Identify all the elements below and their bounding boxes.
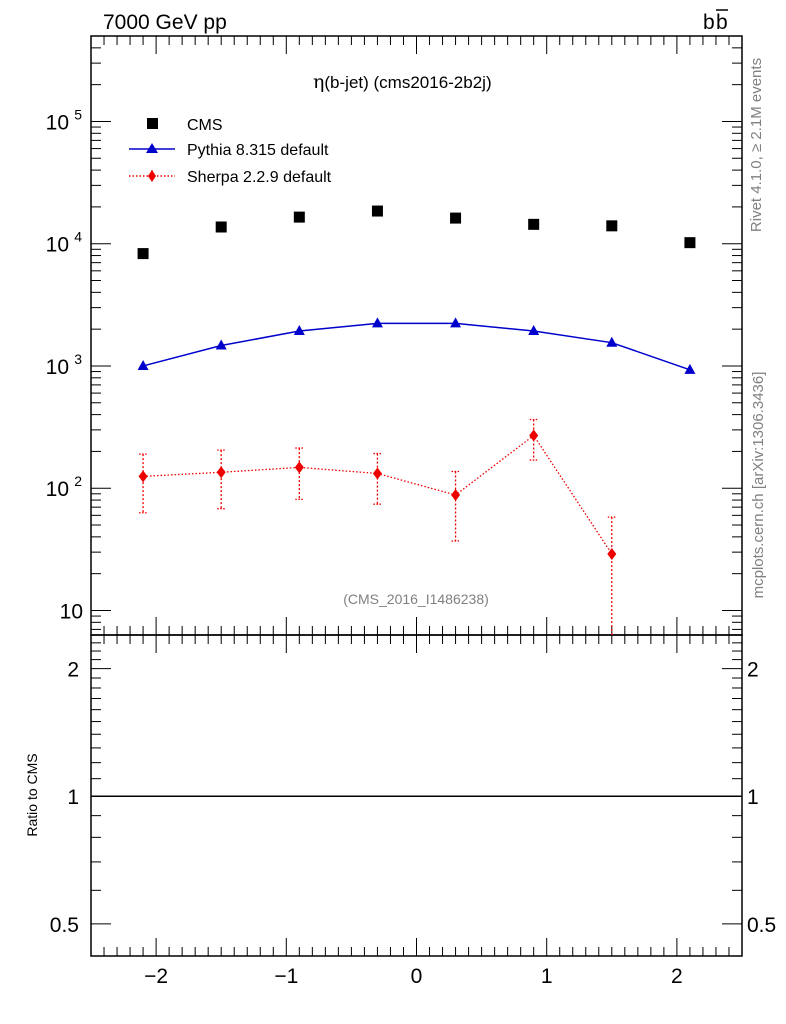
pythia-point	[450, 317, 462, 328]
cms-point	[137, 248, 149, 260]
analysis-id-label: (CMS_2016_I1486238)	[343, 591, 489, 607]
ratio-y-tick-label-left: 0.5	[50, 914, 79, 937]
main-axis-ticks	[90, 35, 743, 635]
plot-title-text: (b-jet) (cms2016-2b2j)	[324, 73, 491, 92]
sherpa-point	[216, 466, 226, 479]
x-tick-label: −1	[274, 965, 298, 988]
legend-sherpa-marker	[148, 170, 156, 182]
y-tick-label: 10	[60, 600, 83, 623]
pythia-point	[606, 336, 618, 347]
pythia-line	[142, 322, 691, 371]
legend: CMS Pythia 8.315 default Sherpa 2.2.9 de…	[129, 117, 332, 186]
cms-point	[215, 221, 227, 233]
pythia-point	[528, 325, 540, 336]
x-tick-labels: −2 −1 0 1 2	[144, 965, 683, 988]
ratio-y-tick-label-right: 2	[747, 659, 759, 682]
pythia-point	[137, 359, 149, 370]
legend-pythia-label: Pythia 8.315 default	[187, 142, 329, 159]
cms-point	[293, 211, 305, 223]
y-tick-label: 10	[46, 111, 69, 134]
y-tick-exponent: 3	[74, 351, 82, 367]
pythia-point	[215, 339, 227, 350]
sherpa-point	[529, 429, 539, 442]
series-cms	[137, 205, 696, 260]
sherpa-point	[138, 470, 148, 483]
sherpa-point	[372, 467, 382, 480]
sherpa-point	[607, 547, 617, 560]
ratio-y-tick-labels: 0.5 0.5 1 1 2 2	[50, 659, 776, 937]
legend-cms-label: CMS	[187, 117, 223, 134]
ratio-axis-ticks	[90, 635, 743, 956]
cms-point	[528, 218, 540, 230]
plot-title: η(b-jet) (cms2016-2b2j)	[313, 71, 492, 93]
x-tick-label: 1	[541, 965, 553, 988]
y-tick-label: 10	[46, 234, 69, 257]
legend-sherpa-label: Sherpa 2.2.9 default	[187, 169, 332, 186]
y-tick-exponent: 5	[74, 106, 82, 122]
ratio-y-axis-label: Ratio to CMS	[24, 753, 40, 836]
sherpa-point	[451, 489, 461, 502]
ratio-y-tick-label-left: 2	[67, 659, 79, 682]
plot-title-eta: η	[313, 71, 324, 93]
series-pythia	[137, 317, 696, 374]
x-tick-label: 0	[411, 965, 423, 988]
y-tick-label: 10	[46, 356, 69, 379]
pythia-point	[293, 325, 305, 336]
mcplots-label: mcplots.cern.ch [arXiv:1306.3436]	[750, 372, 767, 599]
header-process-label: b b	[703, 9, 728, 34]
ratio-y-tick-label-right: 0.5	[747, 914, 776, 937]
cms-point	[684, 237, 696, 249]
legend-pythia-marker	[146, 143, 158, 153]
ratio-y-tick-label-right: 1	[747, 786, 759, 809]
process-b: b	[703, 11, 715, 34]
y-tick-exponent: 2	[74, 473, 82, 489]
legend-cms-marker	[147, 118, 158, 129]
x-tick-label: −2	[144, 965, 168, 988]
y-tick-label: 10	[46, 478, 69, 501]
main-y-tick-labels: 10 10 2 10 3 10 4 10 5	[46, 106, 83, 623]
cms-point	[606, 220, 618, 232]
pythia-point	[371, 317, 383, 328]
ratio-y-tick-label-left: 1	[67, 786, 79, 809]
process-bbar: b	[716, 11, 728, 34]
cms-point	[371, 205, 383, 217]
sherpa-point	[294, 461, 304, 474]
header-energy-label: 7000 GeV pp	[103, 11, 227, 34]
cms-point	[450, 212, 462, 224]
x-tick-label: 2	[671, 965, 683, 988]
y-tick-exponent: 4	[74, 229, 82, 245]
pythia-point	[684, 363, 696, 374]
series-sherpa	[138, 418, 617, 635]
rivet-version-label: Rivet 4.1.0, ≥ 2.1M events	[748, 58, 765, 232]
